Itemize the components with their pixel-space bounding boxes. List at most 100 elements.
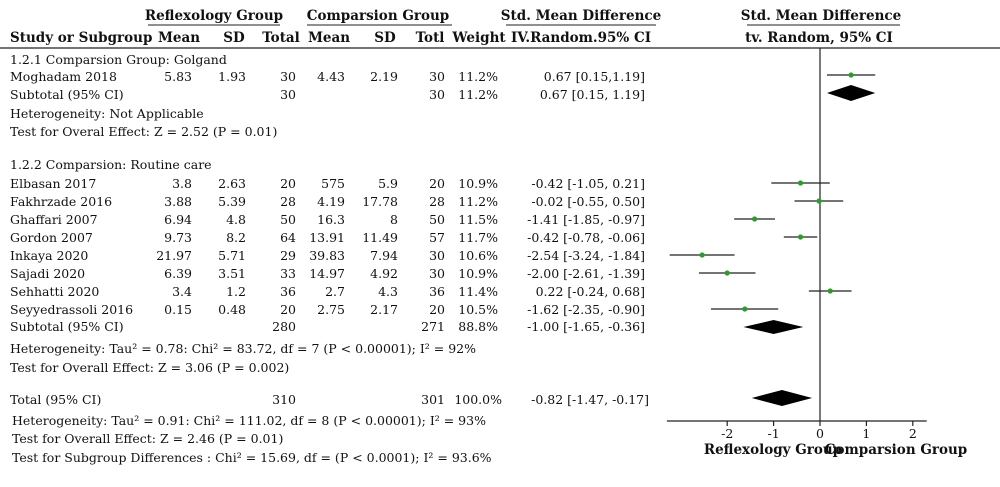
ci-value: 0.22 [-0.24, 0.68] [536,284,645,299]
table-row: Gordon 2007 9.73 8.2 64 13.91 11.49 57 1… [10,230,645,245]
weight: 11.2% [458,69,498,84]
c-mean: 4.19 [317,194,345,209]
weight: 11.2% [458,194,498,209]
weight: 10.9% [458,176,498,191]
r-total: 36 [280,284,296,299]
point-estimate [751,216,758,222]
table-row: Elbasan 2017 3.8 2.63 20 575 5.9 20 10.9… [10,176,645,191]
subtotal-label: Subtotal (95% CI) [10,319,124,334]
r-sd: 5.71 [218,248,246,263]
col-r-sd: SD [223,30,245,46]
c-mean: 575 [321,176,345,191]
c-total: 30 [429,87,445,102]
r-total: 20 [280,176,296,191]
r-mean: 0.15 [164,302,192,317]
col-c-mean: Mean [308,30,350,46]
r-sd: 5.39 [218,194,246,209]
weight: 100.0% [454,392,502,407]
col-c-total: Totl [416,30,445,46]
ci-value: -1.62 [-2.35, -0.90] [527,302,645,317]
axis-tick-label: 1 [862,426,870,441]
r-total: 30 [280,69,296,84]
col-r-total: Total [262,30,300,46]
axis-tick-label: -1 [768,426,780,441]
total-overall-effect: Test for Overall Effect: Z = 2.46 (P = 0… [12,431,283,446]
col-c-sd: SD [374,30,396,46]
col-ci: IV.Random.95% CI [511,30,651,46]
weight: 10.5% [458,302,498,317]
c-sd: 8 [390,212,398,227]
heterogeneity: Heterogeneity: Tau² = 0.78: Chi² = 83.72… [10,341,476,356]
r-sd: 1.2 [226,284,246,299]
subgroup-differences: Test for Subgroup Differences : Chi² = 1… [12,450,492,465]
table-row: Fakhrzade 2016 3.88 5.39 28 4.19 17.78 2… [10,194,645,209]
point-estimate [724,270,730,276]
ci-value: -1.00 [-1.65, -0.36] [527,319,645,334]
study-name: Seyyedrassoli 2016 [10,302,133,317]
weight: 11.4% [458,284,498,299]
subtotal-row: Subtotal (95% CI) 30 30 11.2% 0.67 [0.15… [10,87,645,102]
weight: 88.8% [458,319,498,334]
axis-tick-label: -2 [721,426,733,441]
plot-marks [669,72,876,406]
point-estimate [797,234,804,240]
axis-tick-label: 0 [816,426,824,441]
r-total: 64 [280,230,296,245]
summary-diamond [751,390,813,406]
overall-effect: Test for Overal Effect: Z = 2.52 (P = 0.… [10,124,277,139]
c-total: 20 [429,176,445,191]
c-sd: 17.78 [362,194,398,209]
col-r-mean: Mean [158,30,200,46]
ci-value: -0.42 [-1.05, 0.21] [531,176,645,191]
point-estimate [816,198,822,204]
weight: 10.9% [458,266,498,281]
r-total: 20 [280,302,296,317]
r-mean: 9.73 [164,230,192,245]
c-mean: 14.97 [309,266,345,281]
r-sd: 4.8 [226,212,246,227]
ci-value: -0.02 [-0.55, 0.50] [531,194,645,209]
c-mean: 39.83 [309,248,345,263]
total-row: Total (95% CI) 310 301 100.0% -0.82 [-1.… [10,392,649,407]
c-total: 28 [429,194,445,209]
c-sd: 5.9 [378,176,398,191]
point-estimate [742,306,748,312]
table-row: Ghaffari 2007 6.94 4.8 50 16.3 8 50 11.5… [10,212,645,227]
c-sd: 7.94 [370,248,398,263]
c-mean: 4.43 [317,69,345,84]
r-total: 33 [280,266,296,281]
axis-label-left: Reflexology Group [704,442,842,458]
c-total: 30 [429,266,445,281]
summary-diamond [826,85,876,101]
point-estimate [699,252,705,258]
axis-label-right: Comparsion Group [825,442,967,458]
r-sd: 1.93 [218,69,246,84]
study-name: Sehhatti 2020 [10,284,99,299]
c-mean: 16.3 [317,212,345,227]
c-sd: 11.49 [362,230,398,245]
study-name: Fakhrzade 2016 [10,194,112,209]
subtotal-label: Subtotal (95% CI) [10,87,124,102]
table-row: Seyyedrassoli 2016 0.15 0.48 20 2.75 2.1… [10,302,645,317]
study-name: Sajadi 2020 [10,266,85,281]
weight: 11.2% [458,87,498,102]
total-label: Total (95% CI) [10,392,101,407]
study-name: Elbasan 2017 [10,176,96,191]
c-sd: 2.19 [370,69,398,84]
table-row: Sehhatti 2020 3.4 1.2 36 2.7 4.3 36 11.4… [10,284,645,299]
subtotal-row: Subtotal (95% CI) 280 271 88.8% -1.00 [-… [10,319,645,334]
r-sd: 8.2 [226,230,246,245]
ci-value: -1.41 [-1.85, -0.97] [527,212,645,227]
c-mean: 2.7 [325,284,345,299]
point-estimate [827,288,833,294]
table-row: Inkaya 2020 21.97 5.71 29 39.83 7.94 30 … [10,248,645,263]
r-total: 50 [280,212,296,227]
c-mean: 2.75 [317,302,345,317]
r-sd: 0.48 [218,302,246,317]
subgroup-title: 1.2.2 Comparsion: Routine care [10,157,212,172]
r-total: 29 [280,248,296,263]
r-mean: 6.39 [164,266,192,281]
study-name: Ghaffari 2007 [10,212,98,227]
axis-tick-label: 2 [909,426,917,441]
